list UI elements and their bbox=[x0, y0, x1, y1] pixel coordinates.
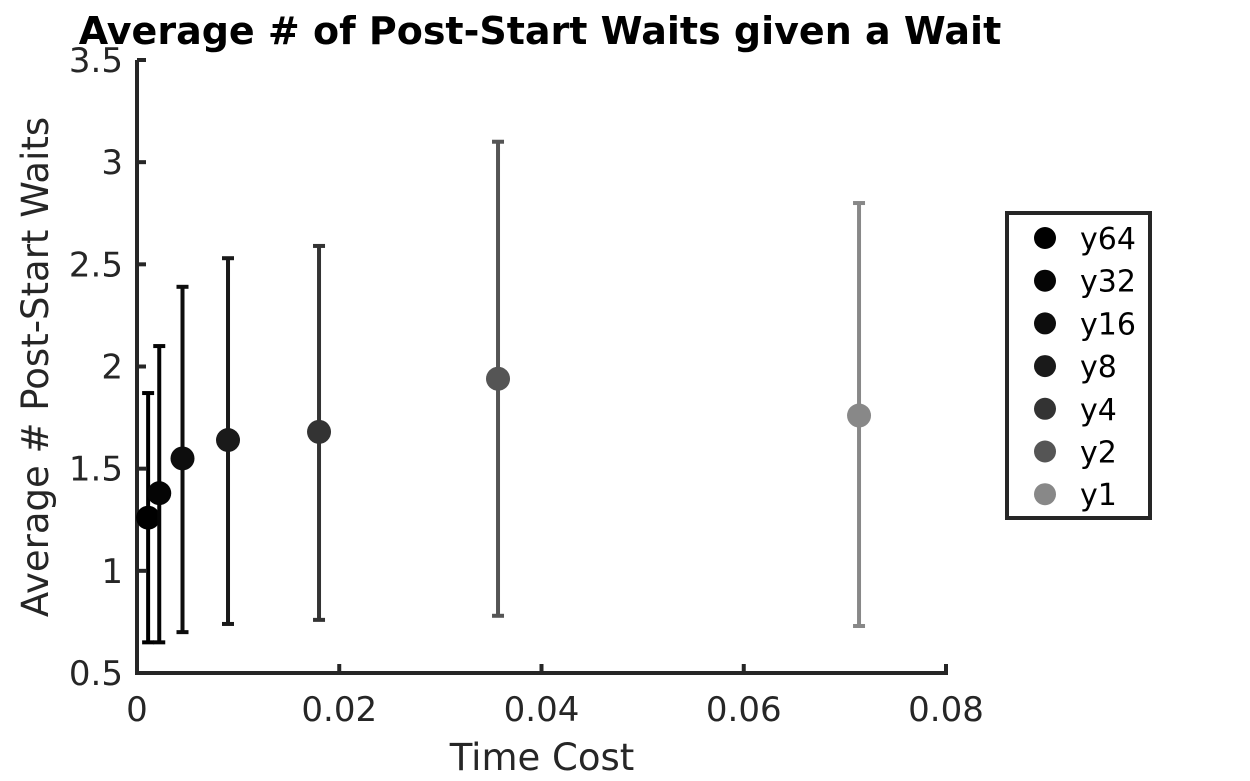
x-axis-ticks: 0 0.02 0.04 0.06 0.08 bbox=[126, 664, 984, 730]
data-point bbox=[170, 446, 195, 471]
data-point bbox=[486, 366, 511, 391]
series-y1 bbox=[847, 201, 872, 629]
legend-label: y16 bbox=[1080, 307, 1136, 342]
series-y64 bbox=[136, 391, 161, 645]
series-y16 bbox=[170, 284, 195, 635]
x-tick-label: 0.06 bbox=[706, 690, 782, 730]
data-point bbox=[847, 403, 872, 428]
legend-box bbox=[1005, 211, 1152, 520]
legend-marker bbox=[1034, 440, 1056, 463]
y-tick-label: 2.5 bbox=[69, 245, 123, 285]
x-tick-label: 0.04 bbox=[504, 690, 580, 730]
series-y32 bbox=[147, 344, 172, 645]
legend-item: y8 bbox=[1034, 350, 1117, 385]
legend-label: y2 bbox=[1080, 436, 1117, 471]
legend-item: y16 bbox=[1034, 307, 1136, 342]
legend-item: y4 bbox=[1034, 393, 1117, 428]
legend-marker bbox=[1034, 355, 1056, 378]
legend-marker bbox=[1034, 227, 1056, 249]
legend-label: y8 bbox=[1080, 350, 1117, 385]
data-point bbox=[147, 481, 172, 506]
y-tick-label: 2 bbox=[101, 348, 123, 388]
legend: y64 y32 y16 y8 y4 y2 y1 bbox=[1005, 211, 1152, 520]
y-axis-label: Average # Post-Start Waits bbox=[14, 117, 57, 617]
legend-item: y32 bbox=[1034, 265, 1136, 300]
y-axis-ticks: 0.5 1 1.5 2 2.5 3 3.5 bbox=[69, 41, 146, 694]
legend-marker bbox=[1034, 397, 1056, 420]
series-y2 bbox=[486, 139, 511, 618]
plot-area bbox=[136, 139, 872, 645]
y-tick-label: 3 bbox=[101, 143, 123, 183]
x-tick-label: 0.08 bbox=[908, 690, 984, 730]
legend-item: y64 bbox=[1034, 222, 1136, 257]
chart-title: Average # of Post-Start Waits given a Wa… bbox=[79, 9, 1002, 53]
data-point bbox=[136, 505, 161, 530]
y-tick-label: 1.5 bbox=[69, 450, 123, 490]
x-tick-label: 0.02 bbox=[301, 690, 377, 730]
x-tick-label: 0 bbox=[126, 690, 148, 730]
y-tick-label: 1 bbox=[101, 552, 123, 592]
legend-item: y2 bbox=[1034, 436, 1117, 471]
x-axis-label: Time Cost bbox=[449, 736, 635, 779]
series-y4 bbox=[307, 243, 332, 622]
legend-label: y4 bbox=[1080, 393, 1117, 428]
data-point bbox=[307, 419, 332, 444]
legend-marker bbox=[1034, 312, 1056, 335]
series-y8 bbox=[216, 256, 241, 626]
y-tick-label: 0.5 bbox=[69, 654, 123, 694]
legend-label: y1 bbox=[1080, 478, 1117, 513]
legend-label: y64 bbox=[1080, 222, 1136, 257]
legend-marker bbox=[1034, 483, 1056, 506]
legend-item: y1 bbox=[1034, 478, 1117, 513]
y-tick-label: 3.5 bbox=[69, 41, 123, 81]
data-point bbox=[216, 428, 241, 453]
legend-marker bbox=[1034, 269, 1056, 292]
legend-label: y32 bbox=[1080, 265, 1136, 300]
